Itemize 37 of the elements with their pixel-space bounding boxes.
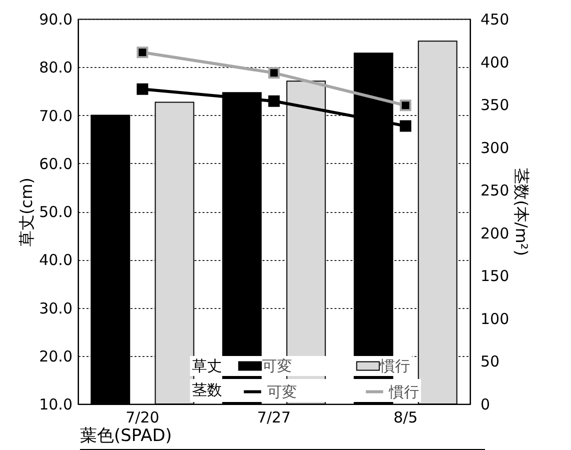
legend-label: 慣行 xyxy=(379,357,410,375)
annotation: 草丈 xyxy=(192,357,222,375)
y-tick-label: 60.0 xyxy=(39,154,72,173)
y-tick-label: 30.0 xyxy=(39,299,72,318)
point xyxy=(268,67,280,79)
point xyxy=(400,120,412,132)
legend-label: 慣行 xyxy=(388,382,419,401)
point xyxy=(268,95,280,107)
y-tick-label: 90.0 xyxy=(39,10,72,28)
point xyxy=(136,83,148,95)
y2-tick-label: 400 xyxy=(480,53,510,72)
y2-tick-label: 200 xyxy=(480,224,510,242)
y2-tick-label: 100 xyxy=(480,310,510,328)
y2-tick-label: 350 xyxy=(480,96,510,114)
y-axis-title: 草丈(cm) xyxy=(17,178,36,246)
y2-tick-label: 250 xyxy=(480,182,510,200)
y-tick-label: 80.0 xyxy=(39,58,72,77)
x-tick-label: 7/27 xyxy=(257,408,291,426)
legend-label: 可変 xyxy=(267,382,297,401)
legend-label: 可変 xyxy=(262,357,292,375)
y2-tick-label: 150 xyxy=(480,267,510,286)
x-tick-label: 7/20 xyxy=(126,408,160,426)
y2-tick-label: 0 xyxy=(480,396,490,414)
y-tick-label: 40.0 xyxy=(39,251,72,270)
y2-axis-title: 茎数(本/m²) xyxy=(512,168,532,256)
y2-tick-label: 450 xyxy=(480,10,510,28)
y2-tick-label: 300 xyxy=(480,138,510,157)
y-tick-label: 20.0 xyxy=(39,347,72,366)
y-tick-label: 10.0 xyxy=(39,396,72,414)
y2-tick-label: 50 xyxy=(480,352,500,371)
point xyxy=(400,100,412,112)
text: 葉色(SPAD) xyxy=(80,426,172,446)
y-tick-label: 70.0 xyxy=(39,106,72,125)
y-tick-label: 50.0 xyxy=(39,203,72,221)
annotation: 茎数 xyxy=(192,381,222,399)
point xyxy=(136,46,148,58)
x-tick-label: 8/5 xyxy=(393,408,418,426)
